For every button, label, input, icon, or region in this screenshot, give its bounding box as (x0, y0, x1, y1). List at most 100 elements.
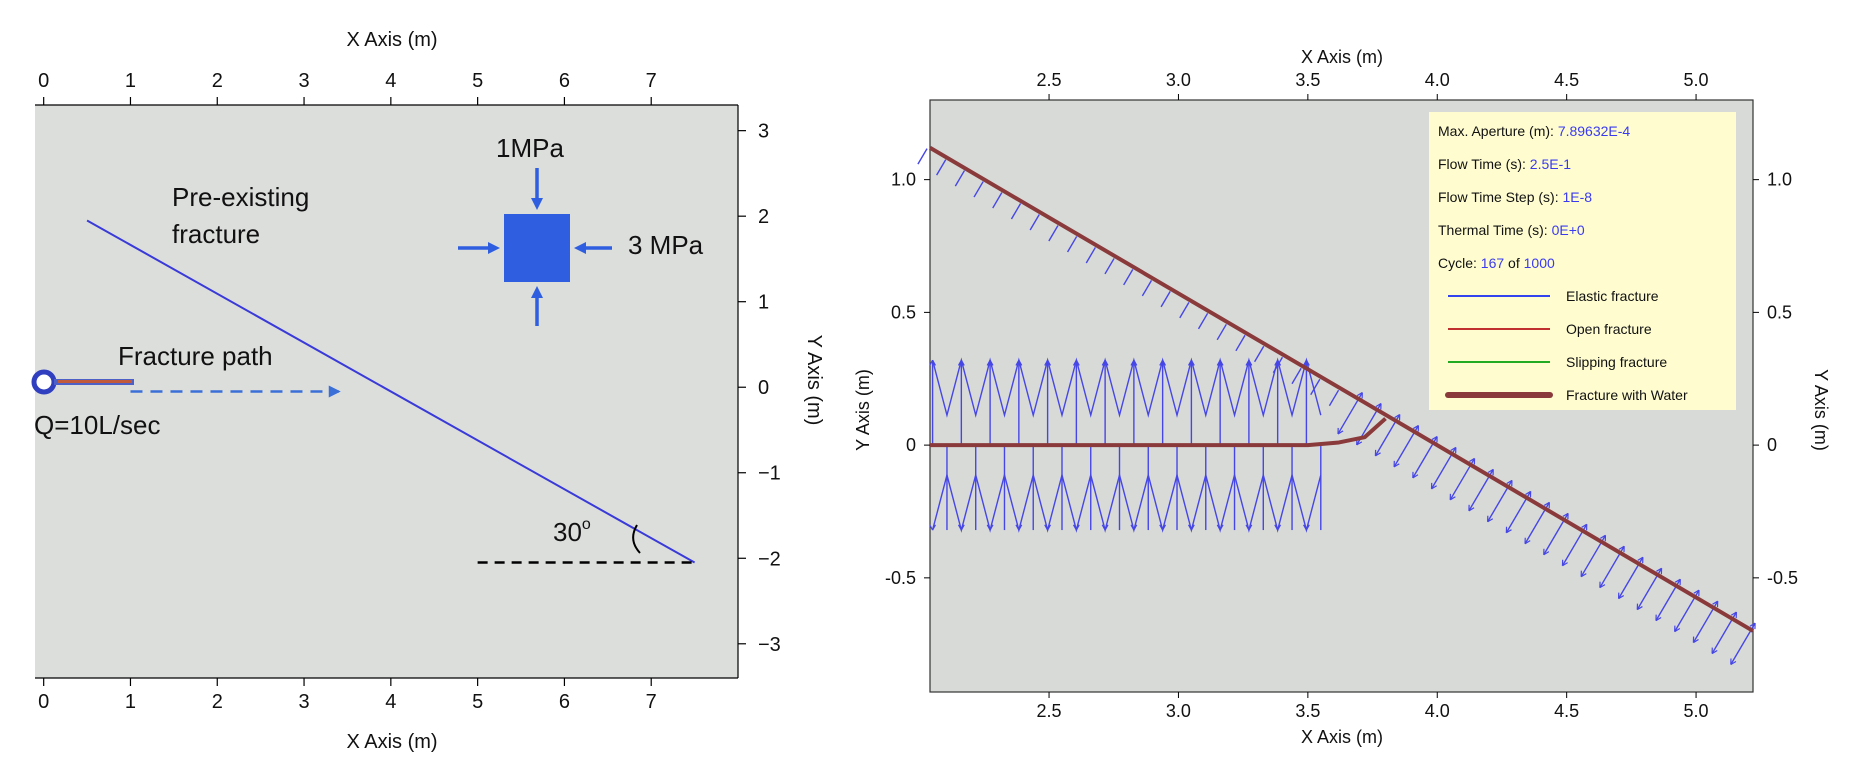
aperture-vector (1674, 578, 1681, 583)
stress-3mpa-label: 3 MPa (628, 230, 704, 260)
right-x-tick-label-bottom: 4.5 (1554, 701, 1579, 721)
legend-info: Max. Aperture (m): 7.89632E-4 Flow Time … (1438, 123, 1630, 271)
left-panel: 0 0 1 1 2 2 3 3 4 4 5 5 6 6 7 7 3 2 1 0 −1 −2 −3 X Axis (m) X … (31, 29, 825, 753)
aperture-vector (1506, 479, 1513, 484)
left-x-tick-label-top: 1 (125, 70, 136, 92)
right-y-axis-title-right: Y Axis (m) (1811, 369, 1831, 451)
left-y-tick-label: 0 (758, 377, 769, 399)
left-x-tick-label-top: 5 (472, 70, 483, 92)
aperture-vector (1066, 236, 1078, 253)
left-x-tick-label-top: 2 (212, 70, 223, 92)
aperture-vector (1029, 214, 1040, 231)
left-y-tick-label: −1 (758, 463, 781, 485)
legend-label-water: Fracture with Water (1566, 387, 1688, 403)
left-x-tick-label-top: 3 (298, 70, 309, 92)
preexisting-label-2: fracture (172, 219, 260, 249)
aperture-vector (973, 181, 984, 198)
legend-entries: Elastic fracture Open fracture Slipping … (1445, 288, 1688, 403)
aperture-vector (954, 170, 966, 187)
left-x-axis-title-bottom: X Axis (m) (346, 731, 437, 753)
right-plot-frame (929, 99, 1754, 693)
aperture-vector (1216, 323, 1227, 341)
aperture-vector (1600, 534, 1606, 539)
aperture-vector (1636, 606, 1643, 611)
aperture-vector (1337, 430, 1344, 435)
preexisting-label-1: Pre-existing (172, 182, 309, 212)
legend-label-open: Open fracture (1566, 321, 1652, 337)
aperture-vector (1693, 638, 1699, 644)
left-y-tick-label: 3 (758, 121, 769, 143)
left-x-axis-title-top: X Axis (m) (346, 29, 437, 51)
legend-label-slipping: Slipping fracture (1566, 354, 1667, 370)
aperture-vector (1525, 490, 1531, 495)
aperture-vector (1450, 446, 1457, 452)
left-ticks: 0 0 1 1 2 2 3 3 4 4 5 5 6 6 7 7 3 2 1 0 −1 −2 −3 (38, 70, 781, 713)
right-y-tick-label-left: 0 (906, 435, 916, 455)
aperture-vector (1123, 269, 1134, 286)
flow-rate-label: Q=10L/sec (34, 410, 160, 440)
aperture-envelope-bottom (931, 472, 1322, 533)
right-panel: 2.5 2.5 3.0 3.0 3.5 3.5 4.0 4.0 4.5 4.5 5.0 5.0 1.0 1… (853, 47, 1831, 747)
left-y-tick-label: 1 (758, 292, 769, 314)
aperture-vector (1618, 545, 1625, 550)
right-vectors (917, 148, 1756, 666)
aperture-vector (1375, 403, 1382, 408)
angle-label: 30o (553, 516, 591, 547)
right-y-tick-label-left: 0.5 (891, 302, 916, 322)
aperture-vector (1449, 496, 1456, 501)
legend-info-row: Cycle: 167 of 1000 (1438, 255, 1555, 271)
aperture-vector (1235, 334, 1246, 352)
aperture-vector (1375, 452, 1381, 457)
legend: Max. Aperture (m): 7.89632E-4 Flow Time … (1429, 112, 1736, 410)
aperture-vector (1693, 589, 1700, 594)
right-x-tick-label-bottom: 4.0 (1425, 701, 1450, 721)
right-y-tick-label-right: 1.0 (1767, 170, 1792, 190)
left-x-tick-label-top: 0 (38, 70, 49, 92)
aperture-vector (1655, 617, 1662, 622)
aperture-vector (1048, 225, 1059, 242)
right-x-axis-title-bottom: X Axis (m) (1301, 727, 1383, 747)
stress-arrow-left-head (488, 242, 500, 254)
fracture-path-arrowhead (328, 385, 341, 398)
aperture-vector (1291, 367, 1302, 385)
right-x-tick-label-bottom: 2.5 (1037, 701, 1062, 721)
aperture-vector (1581, 523, 1588, 528)
aperture-vector (1412, 424, 1419, 430)
aperture-vector (936, 159, 947, 176)
aperture-vector (1506, 529, 1512, 534)
left-y-tick-label: 2 (758, 206, 769, 228)
fracture-path-label: Fracture path (118, 341, 273, 371)
aperture-vector (1412, 474, 1419, 479)
legend-background (1429, 112, 1736, 410)
aperture-vector (1749, 622, 1756, 627)
hydraulic-fracture-line (930, 417, 1387, 448)
legend-info-row: Flow Time Step (s): 1E-8 (1438, 189, 1592, 205)
right-x-axis-title-top: X Axis (m) (1301, 47, 1383, 67)
left-y-axis-title: Y Axis (m) (803, 335, 825, 426)
left-x-tick-label-bottom: 4 (385, 691, 396, 713)
aperture-vector (1543, 501, 1550, 506)
aperture-vector (1487, 518, 1494, 523)
aperture-vector (1431, 435, 1438, 441)
aperture-vector (1580, 573, 1587, 578)
aperture-vector (1356, 441, 1363, 446)
right-x-tick-label-top: 3.0 (1166, 70, 1191, 90)
aperture-vector (1310, 378, 1321, 396)
angle-unit: o (582, 516, 591, 533)
left-x-tick-label-bottom: 5 (472, 691, 483, 713)
aperture-vector (1160, 291, 1171, 308)
aperture-vector (1328, 389, 1340, 407)
left-x-tick-label-bottom: 7 (646, 691, 657, 713)
left-x-tick-label-bottom: 6 (559, 691, 570, 713)
left-x-tick-label-bottom: 0 (38, 691, 49, 713)
aperture-vector (1543, 551, 1550, 556)
aperture-vector (1468, 507, 1475, 512)
aperture-vector (1730, 611, 1737, 616)
aperture-vector (1711, 649, 1718, 655)
left-x-tick-label-top: 6 (559, 70, 570, 92)
left-x-tick-label-top: 7 (646, 70, 657, 92)
aperture-vector (1104, 258, 1115, 275)
aperture-vector (1179, 301, 1190, 319)
preexisting-fracture-line (928, 146, 1755, 633)
